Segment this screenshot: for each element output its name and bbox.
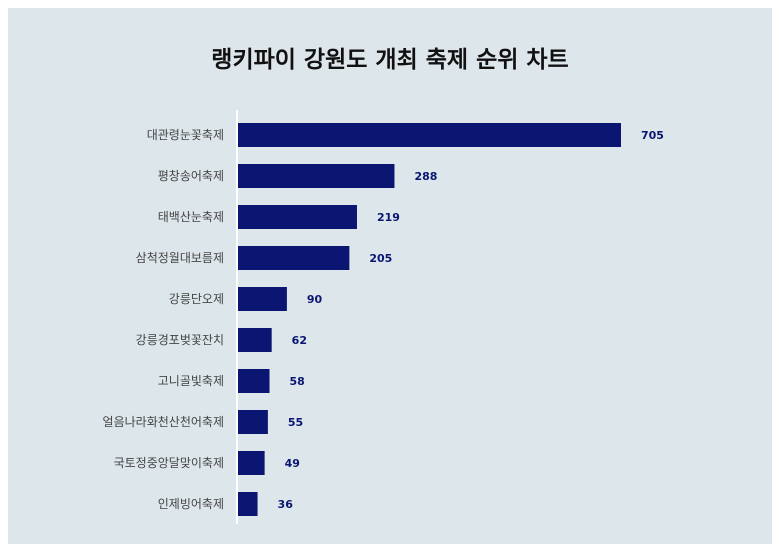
category-label: 얼음나라화천산천어축제: [103, 414, 224, 429]
category-label: 국토정중앙달맞이축제: [114, 456, 224, 470]
value-label: 219: [377, 211, 400, 224]
bar: [238, 328, 272, 352]
bar: [238, 164, 395, 188]
bar: [238, 205, 357, 229]
value-label: 58: [290, 375, 305, 388]
category-label: 강릉경포벚꽃잔치: [136, 333, 224, 347]
category-label: 삼척정월대보름제: [136, 251, 224, 265]
value-label: 205: [369, 252, 392, 265]
category-label: 강릉단오제: [169, 292, 224, 306]
bar: [238, 246, 350, 270]
bar: [238, 123, 621, 147]
bar: [238, 492, 258, 516]
value-label: 90: [307, 293, 323, 306]
value-label: 49: [285, 457, 300, 470]
value-label: 55: [288, 416, 303, 429]
category-label: 고니골빛축제: [158, 374, 224, 388]
bar-chart: 대관령눈꽃축제 705 평창송어축제 288 태백산눈축제 219 삼척정월대보름제 205 강…: [103, 110, 664, 524]
bar: [238, 287, 287, 311]
bar: [238, 369, 270, 393]
category-label: 대관령눈꽃축제: [147, 128, 224, 142]
chart-panel: 랭키파이 강원도 개최 축제 순위 차트 대관령눈꽃축제 705 평창송어축제 288…: [8, 8, 772, 544]
category-label: 태백산눈축제: [158, 210, 224, 224]
category-label: 인제빙어축제: [158, 497, 224, 511]
value-label: 62: [292, 334, 307, 347]
bar: [238, 410, 268, 434]
value-label: 705: [641, 129, 664, 142]
value-label: 288: [414, 170, 437, 183]
bar: [238, 451, 265, 475]
value-label: 36: [278, 498, 294, 511]
category-label: 평창송어축제: [158, 169, 224, 183]
chart-title: 랭키파이 강원도 개최 축제 순위 차트: [211, 47, 569, 73]
